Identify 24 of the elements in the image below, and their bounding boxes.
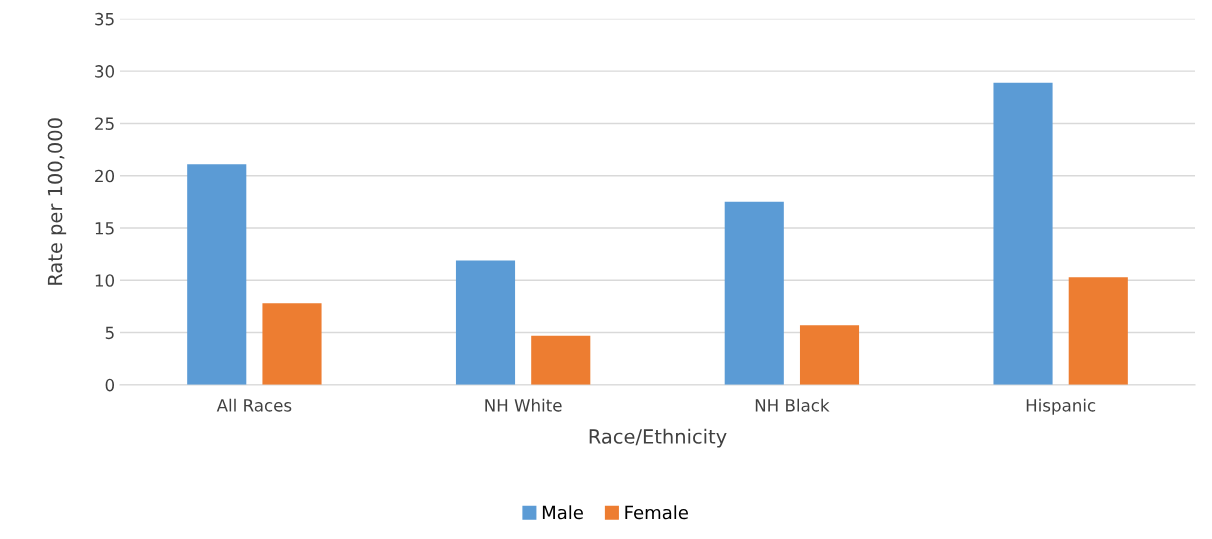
y-tick-label: 10	[95, 274, 115, 287]
y-tick-label: 15	[95, 222, 114, 235]
bar	[187, 164, 247, 385]
bar	[1068, 277, 1128, 385]
y-tick-label: 0	[105, 378, 115, 392]
y-tick-label: 5	[105, 326, 114, 340]
x-tick-label: All Races	[216, 398, 292, 412]
bar	[799, 325, 860, 385]
y-tick-label: 20	[95, 169, 115, 183]
x-tick-label: NH White	[485, 398, 562, 412]
y-tick-label: 35	[95, 12, 114, 26]
bar	[724, 201, 784, 385]
bar	[531, 335, 591, 385]
bar	[455, 260, 516, 385]
x-tick-label: Hispanic	[1026, 398, 1096, 415]
legend-label: Male	[542, 505, 583, 520]
bar	[262, 303, 322, 385]
bar	[993, 82, 1053, 385]
legend-label: Female	[625, 505, 688, 520]
x-tick-label: NH Black	[755, 398, 830, 412]
y-tick-label: 30	[95, 65, 115, 78]
y-tick-label: 25	[95, 117, 114, 130]
y-axis-title: Rate per 100,000	[47, 118, 67, 285]
x-axis-title: Race/Ethnicity	[589, 428, 727, 448]
